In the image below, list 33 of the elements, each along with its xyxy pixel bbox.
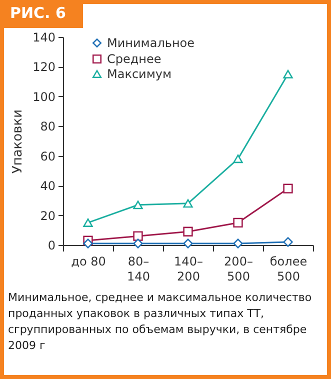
y-tick-label: 120: [32, 60, 56, 74]
text: Минимальное, среднее и максимальное количество проданных упаковок в различных типах ТТ, сгруппированных по объемам выручки, в сентябре 2009 г: [8, 290, 313, 354]
point: [233, 218, 243, 228]
point: [133, 200, 143, 210]
x-tick-label: 80–140: [127, 254, 150, 284]
point: [183, 199, 193, 208]
y-tick-label: 60: [40, 149, 56, 164]
y-tick-label: 140: [32, 30, 56, 44]
point: [283, 70, 293, 78]
y-tick-label: 80: [40, 120, 56, 134]
point: [83, 218, 93, 227]
legend-label: Минимальное: [107, 36, 195, 50]
point: [133, 231, 143, 241]
y-tick-label: 0: [48, 238, 56, 252]
x-tick-label: 200–500: [224, 254, 253, 284]
y-tick-label: 40: [40, 179, 56, 194]
legend-label: Максимум: [107, 67, 172, 81]
point: [283, 184, 293, 194]
point: [283, 237, 293, 247]
x-tick-label: до 80: [71, 254, 106, 268]
point: [183, 238, 193, 248]
legend-label: Среднее: [107, 52, 162, 66]
point: [233, 154, 243, 164]
point: [133, 238, 143, 248]
x-tick-label: более 500: [270, 254, 308, 284]
y-tick-label: 20: [40, 208, 56, 223]
x-tick-label: 140–200: [174, 254, 203, 284]
y-axis-title: Упаковки: [10, 109, 26, 174]
point: [83, 238, 93, 248]
y-tick-label: 100: [32, 90, 56, 104]
point: [183, 226, 193, 236]
chart-title: РИС. 6: [0, 0, 83, 28]
point: [233, 238, 243, 248]
